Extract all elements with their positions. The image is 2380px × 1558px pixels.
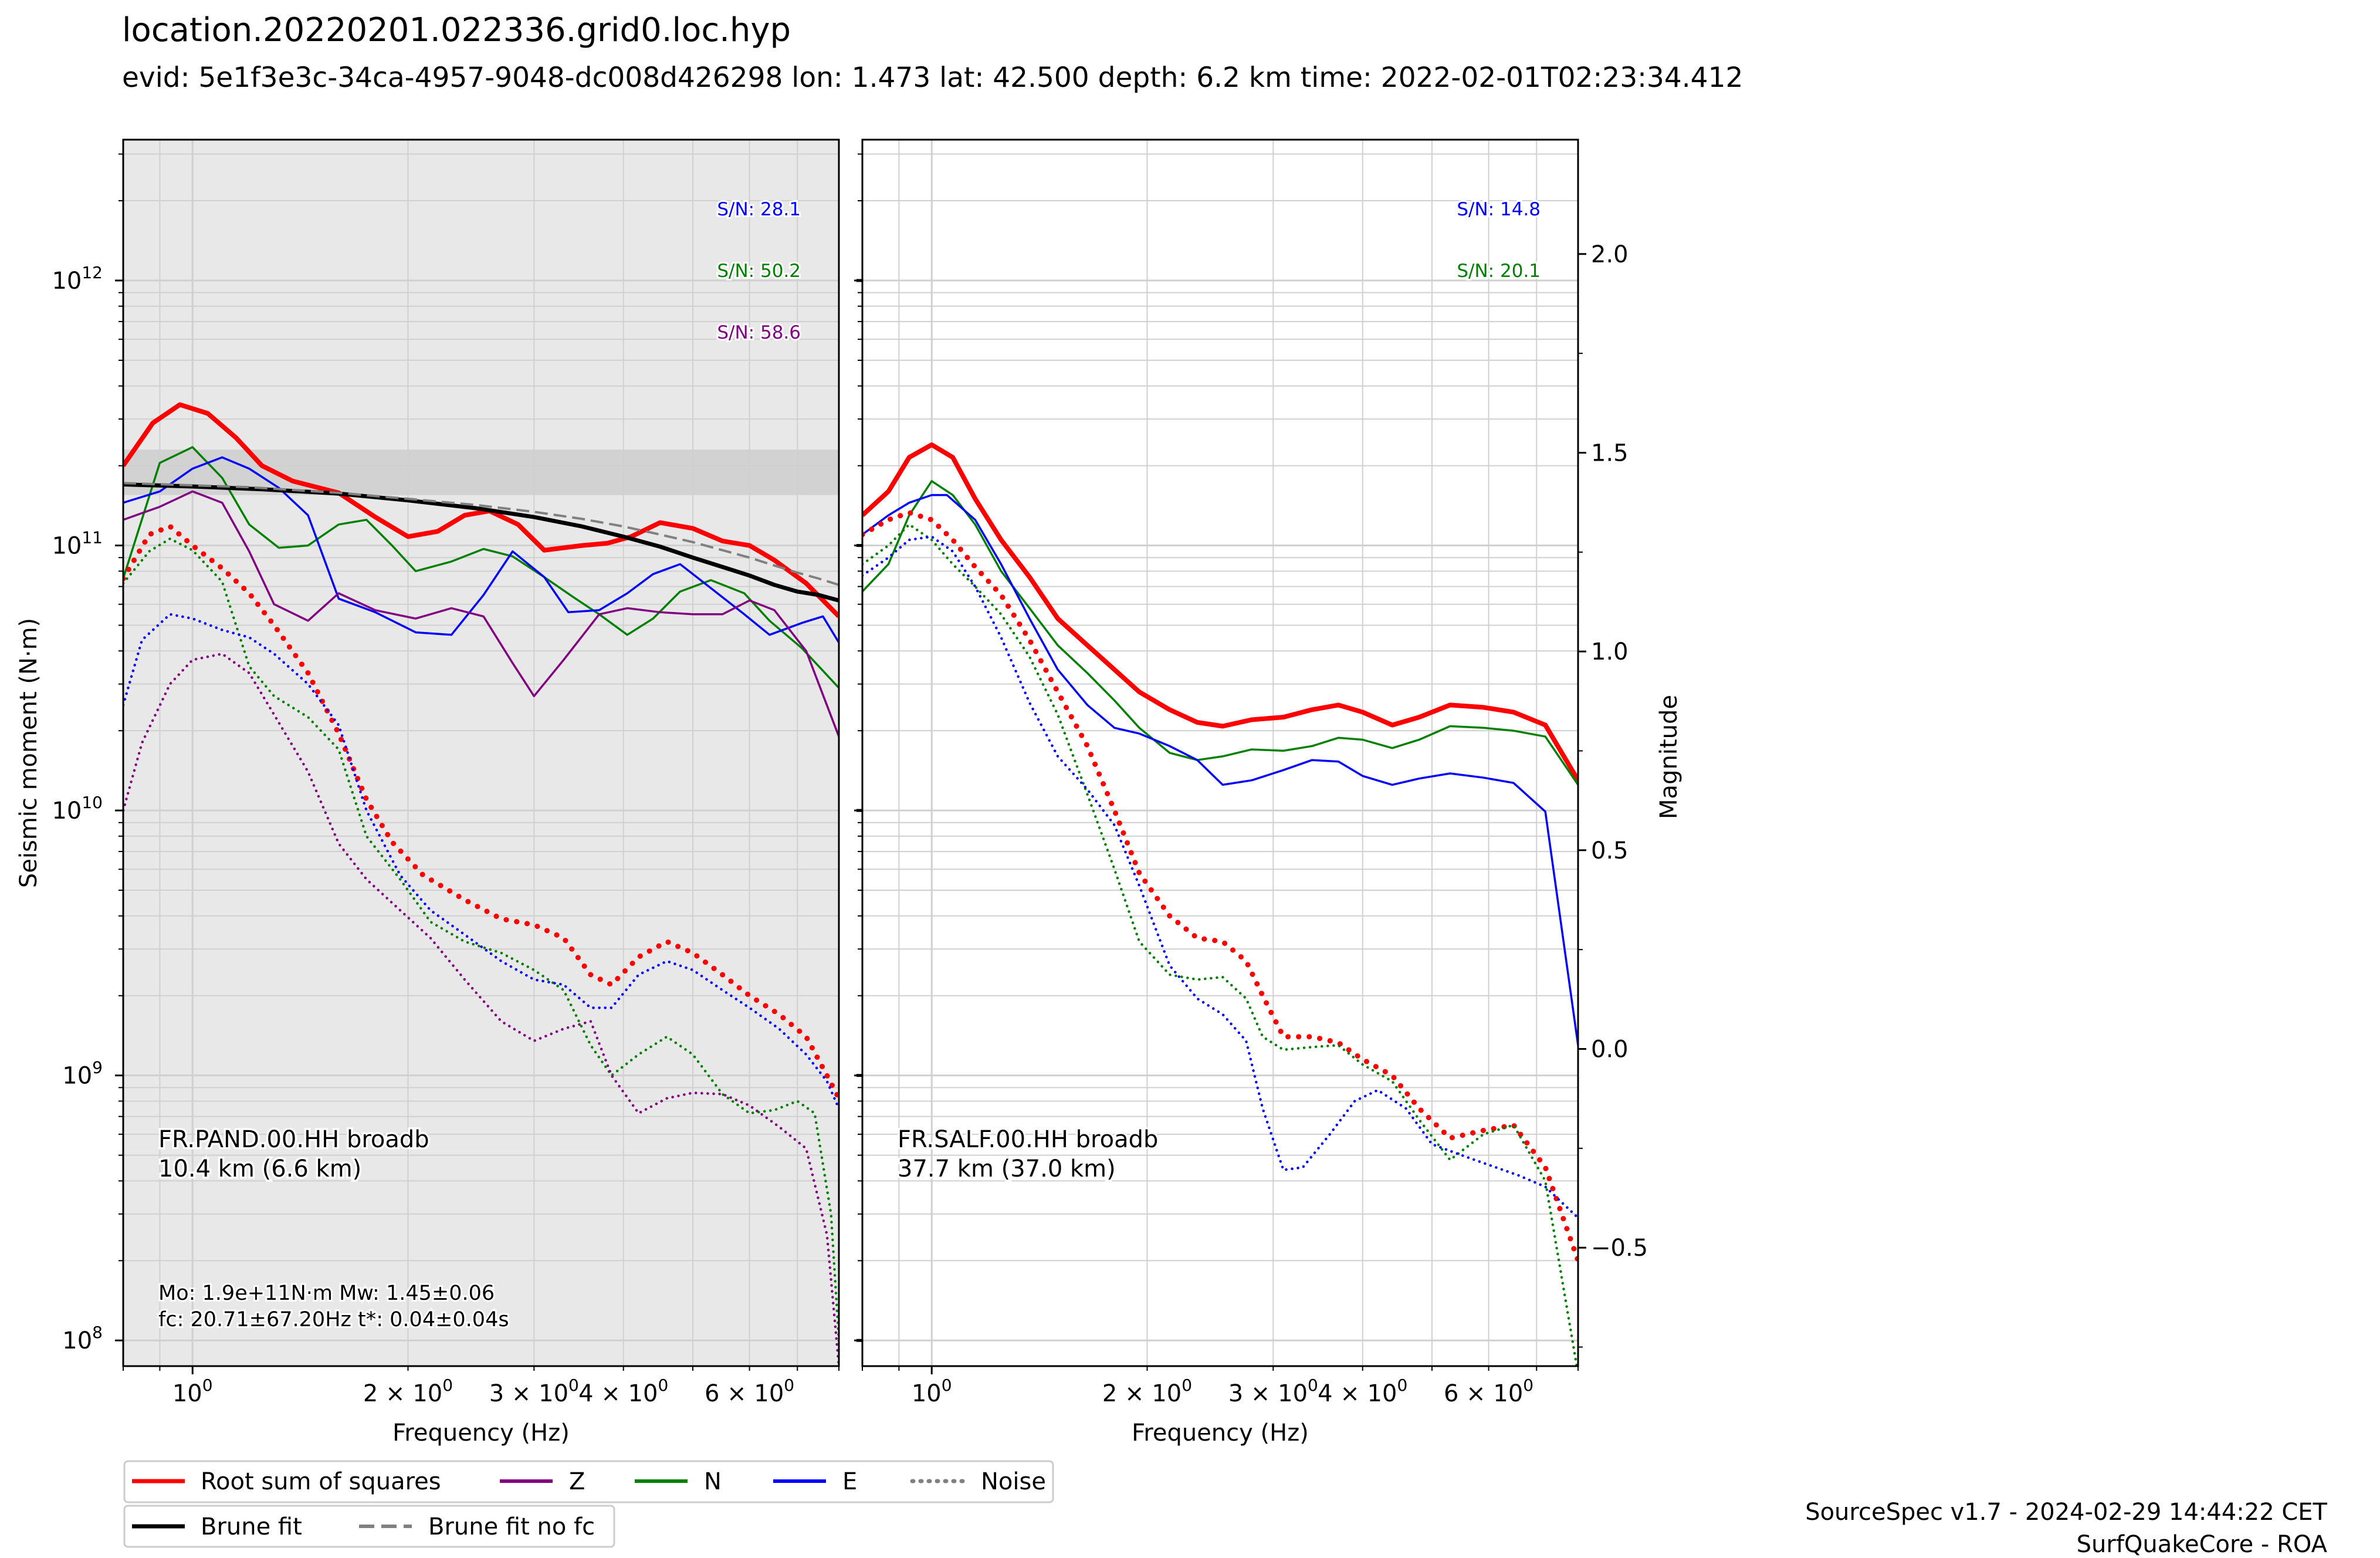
legend-label-brune-nofc: Brune fit no fc [428,1513,595,1540]
y-tick-label: 1010 [52,793,103,824]
x-axis-label-right: Frequency (Hz) [1132,1420,1309,1447]
legend-row-2: Brune fit Brune fit no fc [123,1505,615,1548]
series-N-solid [123,446,839,689]
left-panel-frame [122,138,840,1367]
legend-label-N: N [704,1468,722,1495]
x-tick-label: 3 × 100 [1228,1375,1318,1407]
legend-label-E: E [842,1468,857,1495]
y-tick-label: 1012 [52,263,103,295]
y-tick-label: 1011 [52,528,103,560]
figure-subtitle: evid: 5e1f3e3c-34ca-4957-9048-dc008d4262… [122,62,1743,94]
x-tick-label: 2 × 100 [363,1375,453,1407]
x-tick-label: 6 × 100 [705,1375,794,1407]
station-label-right: FR.SALF.00.HH broadb [898,1126,1158,1153]
sn-label-Z-left: S/N: 58.6 [717,322,801,343]
magnitude-axis-label: Magnitude [1655,695,1682,819]
legend-box-1 [123,1460,1054,1503]
x-tick-label: 3 × 100 [489,1375,579,1407]
distance-label-right: 37.7 km (37.0 km) [898,1155,1116,1182]
sn-label-E-right: S/N: 14.8 [1457,199,1541,220]
source-params-line2: fc: 20.71±67.20Hz t*: 0.04±0.04s [158,1308,509,1331]
left-plot-lines [123,402,839,1366]
left-panel-background [123,140,839,1366]
x-tick-label: 100 [172,1375,213,1407]
series-N-dotted [123,537,839,1342]
sn-label-N-left: S/N: 50.2 [717,261,801,282]
series-Z-dotted [123,652,839,1366]
legend-label-brune: Brune fit [201,1513,302,1540]
series-E-dotted [123,613,839,1110]
magnitude-tick-label: 1.0 [1591,638,1629,665]
footer-version: SourceSpec v1.7 - 2024-02-29 14:44:22 CE… [1805,1499,2327,1526]
series-E-dotted [862,535,1578,1219]
right-panel: 100 2 × 100 3 × 100 4 × 100 6 × 100 2.0 1.5 1.0… [854,138,1682,1447]
x-tick-label: 4 × 100 [1318,1375,1407,1407]
series-N-dotted [862,523,1578,1366]
legend-row-1: Root sum of squares Z N E Noise [123,1460,1054,1503]
distance-label-left: 10.4 km (6.6 km) [158,1155,361,1182]
x-tick-label: 100 [912,1375,952,1407]
magnitude-tick-label: 2.0 [1591,241,1629,268]
magnitude-tick-label: −0.5 [1591,1235,1648,1262]
magnitude-tick-label: 1.5 [1591,440,1629,467]
x-tick-label: 4 × 100 [578,1375,668,1407]
x-axis-label-left: Frequency (Hz) [392,1420,570,1447]
magnitude-tick-label: 0.5 [1591,837,1629,864]
series-rss-solid [862,442,1578,782]
series-Z-solid [123,490,839,737]
right-panel-background [862,140,1578,1366]
series-E-solid [862,494,1578,1046]
y-axis-label: Seismic moment (N·m) [15,618,42,888]
x-tick-label: 2 × 100 [1102,1375,1192,1407]
y-tick-label: 109 [62,1058,103,1090]
legend-label-noise: Noise [981,1468,1046,1495]
left-panel: 1012 1011 1010 109 108 100 2 × 100 3 × 100 4 × 1… [15,138,862,1447]
figure-title: location.20220201.022336.grid0.loc.hyp [122,11,791,49]
y-tick-label: 108 [62,1323,103,1354]
sn-label-E-left: S/N: 28.1 [717,199,801,220]
x-tick-label: 6 × 100 [1444,1375,1533,1407]
series-E-solid [123,456,839,644]
magnitude-tick-label: 0.0 [1591,1036,1629,1063]
left-grid [123,140,839,1366]
legend-label-Z: Z [569,1468,585,1495]
right-plot-lines [862,442,1578,1366]
sn-label-N-right: S/N: 20.1 [1457,261,1541,282]
right-panel-frame [861,138,1579,1367]
series-brune_nofc-dashed [123,482,839,586]
series-rss-dotted [123,523,839,1101]
footer-credit: SurfQuakeCore - ROA [2077,1531,2328,1558]
source-params-line1: Mo: 1.9e+11N·m Mw: 1.45±0.06 [158,1282,495,1305]
right-grid [862,140,1579,1366]
legend-label-rss: Root sum of squares [201,1468,441,1495]
left-ticks: 1012 1011 1010 109 108 100 2 × 100 3 × 100 4 × 1… [52,153,862,1407]
series-rss-dotted [862,510,1578,1263]
right-ticks: 100 2 × 100 3 × 100 4 × 100 6 × 100 2.0 1.5 1.0… [854,153,1648,1407]
station-label-left: FR.PAND.00.HH broadb [158,1126,429,1153]
